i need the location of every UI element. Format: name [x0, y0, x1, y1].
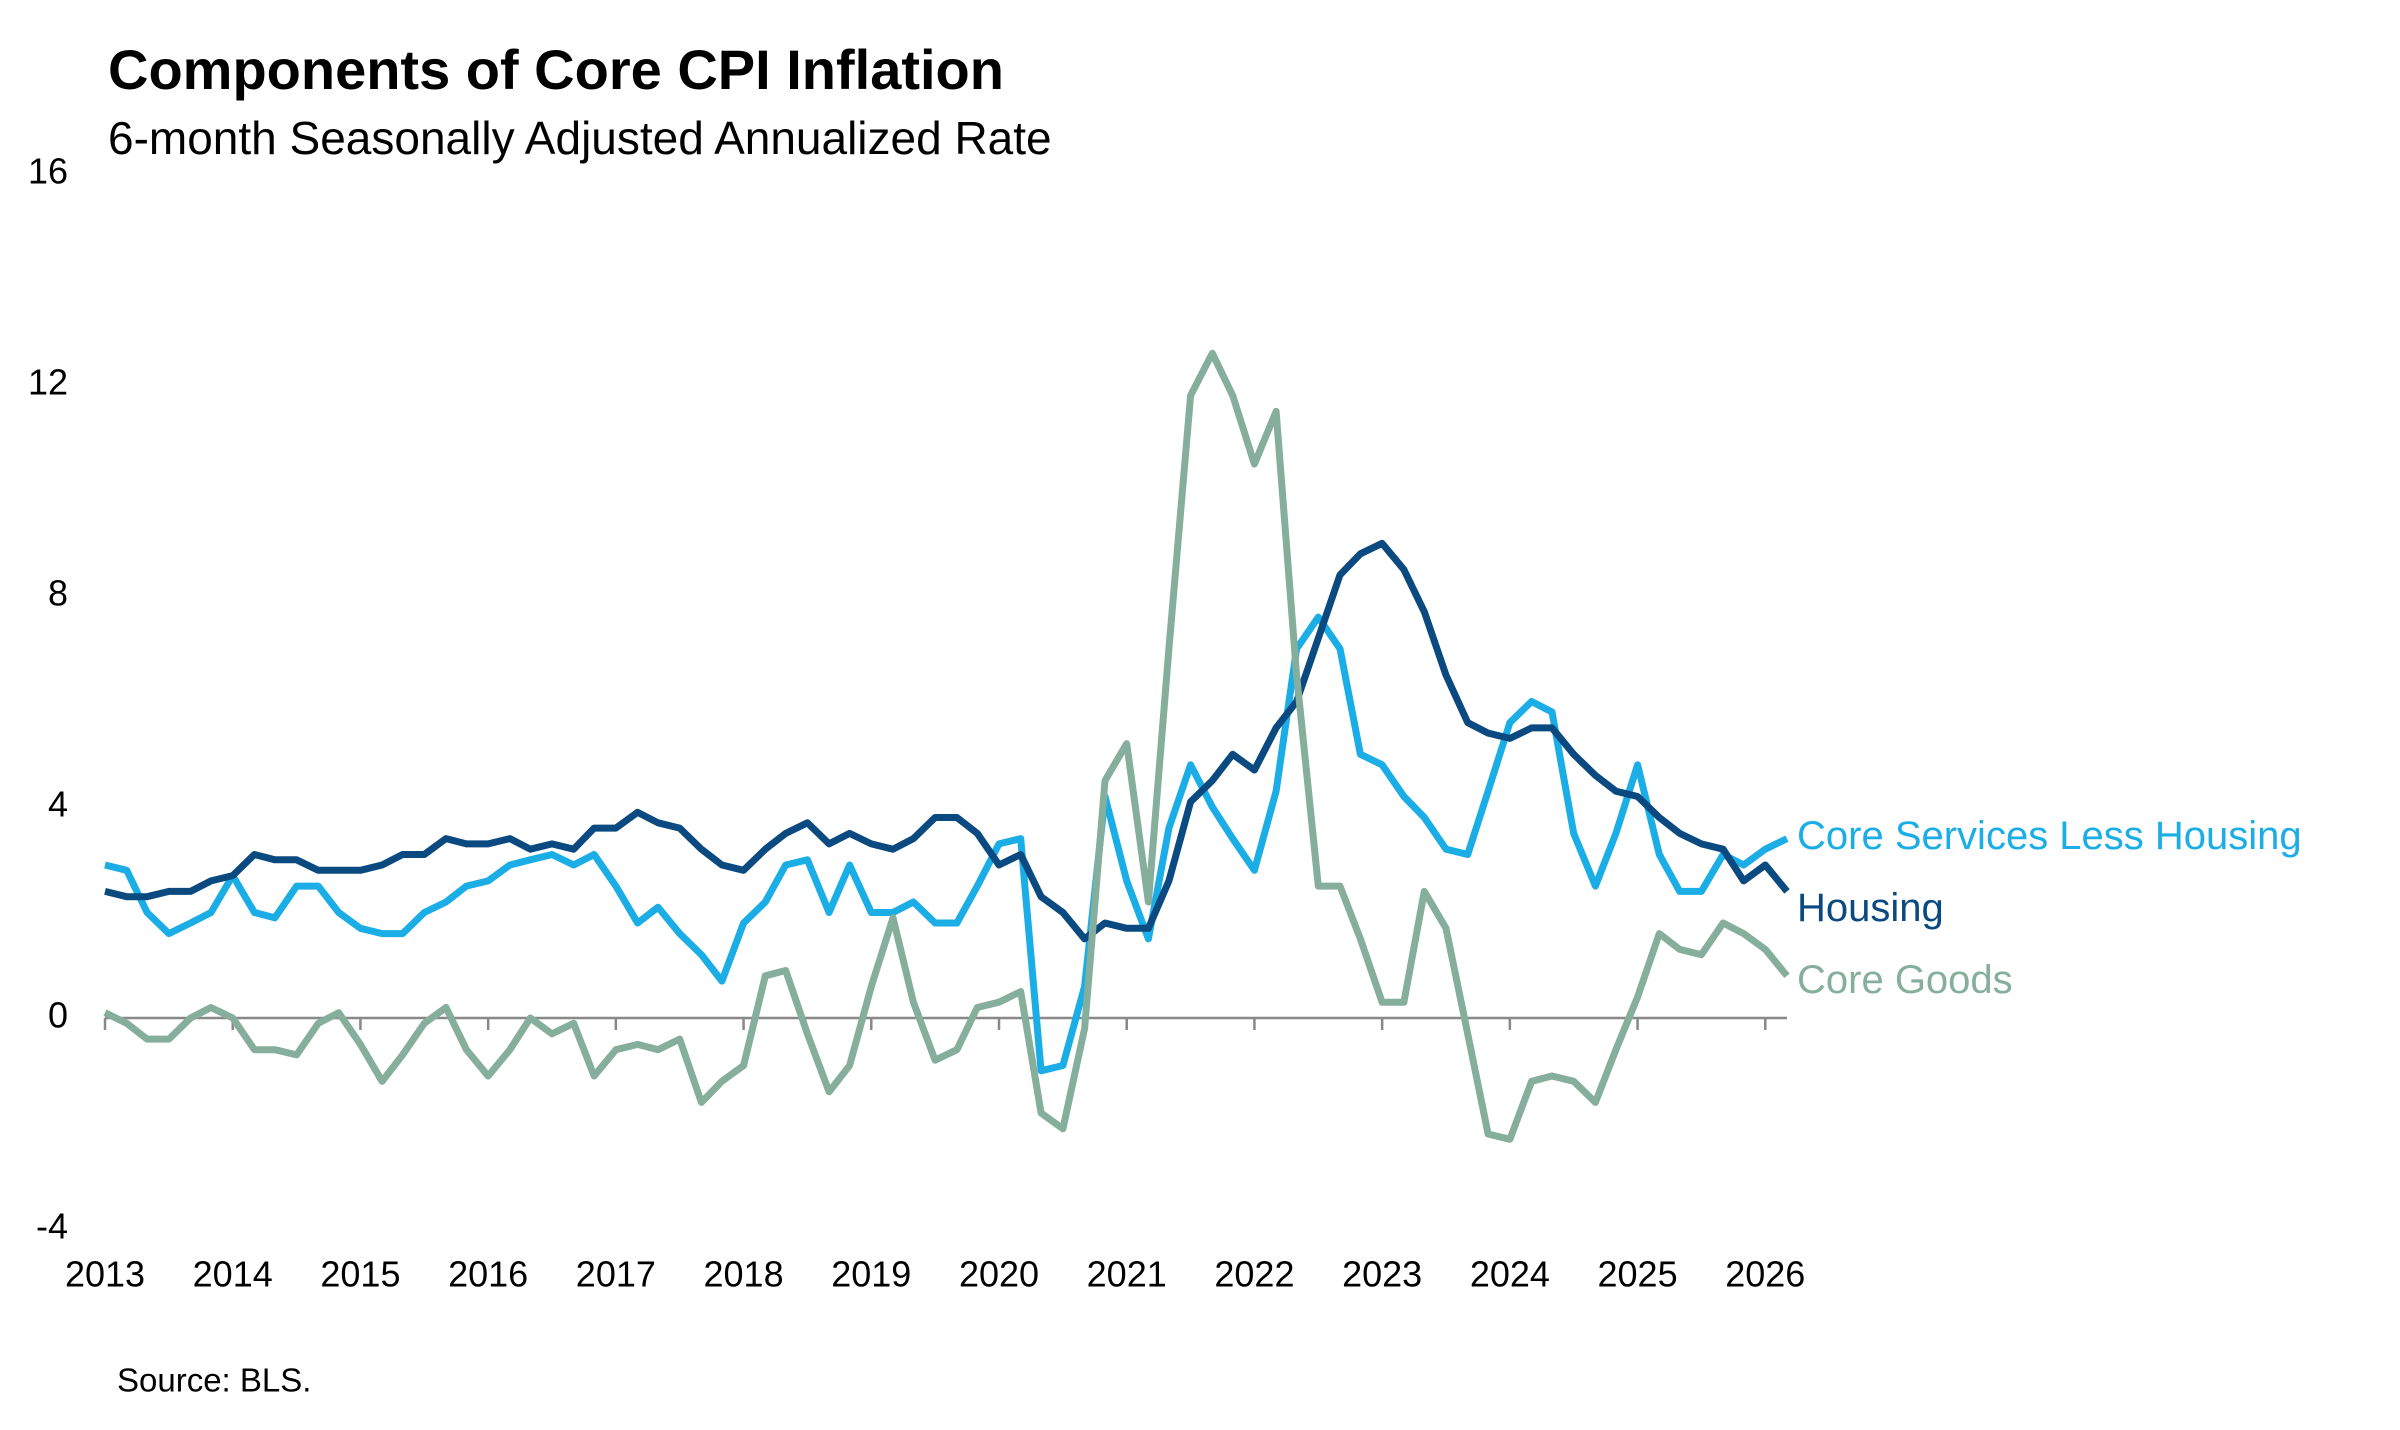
x-tick-label: 2014 — [193, 1254, 273, 1295]
y-tick-label: 12 — [28, 362, 68, 403]
x-tick-label: 2016 — [448, 1254, 528, 1295]
y-tick-label: -4 — [36, 1206, 68, 1247]
y-tick-label: 16 — [28, 151, 68, 192]
x-tick-label: 2022 — [1214, 1254, 1294, 1295]
series-label: Core Goods — [1797, 958, 2013, 1002]
y-tick-label: 4 — [48, 784, 68, 825]
series-line — [103, 349, 1790, 1143]
x-tick-label: 2019 — [831, 1254, 911, 1295]
x-tick-label: 2017 — [576, 1254, 656, 1295]
series-label: Housing — [1797, 886, 1944, 930]
x-tick-label: 2020 — [959, 1254, 1039, 1295]
x-tick-label: 2024 — [1470, 1254, 1550, 1295]
x-tick-label: 2025 — [1598, 1254, 1678, 1295]
series-label: Core Services Less Housing — [1797, 814, 2302, 858]
x-tick-label: 2026 — [1725, 1254, 1805, 1295]
series-line — [104, 539, 1790, 943]
chart-title: Components of Core CPI Inflation — [108, 38, 1004, 101]
x-tick-label: 2021 — [1087, 1254, 1167, 1295]
source-note: Source: BLS. — [117, 1362, 311, 1399]
chart-subtitle: 6-month Seasonally Adjusted Annualized R… — [108, 112, 1052, 164]
x-tick-label: 2015 — [320, 1254, 400, 1295]
y-tick-label: 0 — [48, 995, 68, 1036]
x-tick-label: 2013 — [65, 1254, 145, 1295]
series-line — [104, 613, 1789, 1075]
y-tick-label: 8 — [48, 573, 68, 614]
x-tick-label: 2018 — [704, 1254, 784, 1295]
x-tick-label: 2023 — [1342, 1254, 1422, 1295]
